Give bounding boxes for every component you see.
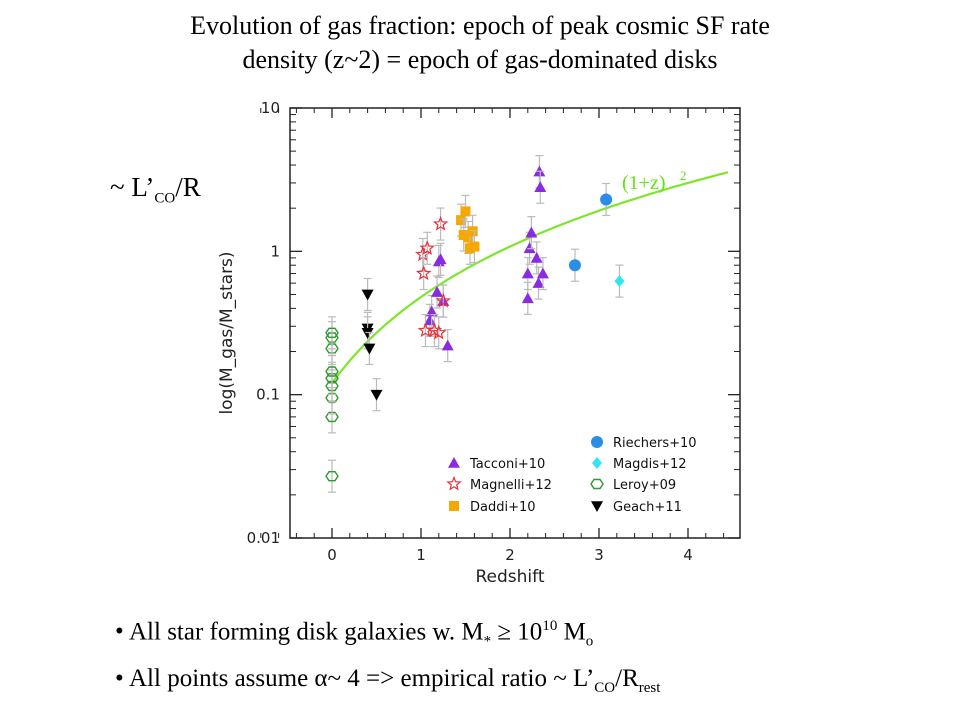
data-point bbox=[534, 181, 547, 193]
data-point bbox=[415, 265, 432, 281]
series-magdis-12 bbox=[614, 264, 625, 298]
data-point bbox=[363, 343, 376, 355]
data-point bbox=[441, 339, 454, 351]
x-tick-label: 0 bbox=[327, 546, 337, 564]
series-leroy-09 bbox=[325, 316, 339, 493]
legend-label: Daddi+10 bbox=[470, 500, 536, 515]
slide-title-line-1: Evolution of gas fraction: epoch of peak… bbox=[190, 11, 770, 40]
data-point bbox=[614, 275, 625, 288]
data-point bbox=[325, 343, 339, 354]
data-point bbox=[467, 226, 478, 237]
series-riechers-10 bbox=[568, 182, 613, 282]
data-point bbox=[425, 305, 438, 317]
legend-marker bbox=[446, 475, 462, 491]
data-point bbox=[434, 253, 447, 265]
legend-label: Leroy+09 bbox=[613, 478, 676, 493]
legend-marker bbox=[448, 457, 460, 468]
data-point bbox=[325, 373, 339, 384]
legend-label: Tacconi+10 bbox=[469, 457, 545, 472]
legend-marker bbox=[591, 436, 603, 448]
data-point bbox=[525, 226, 538, 238]
data-point bbox=[530, 251, 543, 263]
data-point bbox=[532, 277, 545, 288]
bullet-1: • All star forming disk galaxies w. M* ≥ … bbox=[115, 618, 594, 650]
legend-marker bbox=[449, 501, 459, 511]
data-point bbox=[600, 193, 613, 206]
plot-frame bbox=[289, 107, 741, 539]
legend-marker bbox=[591, 501, 603, 512]
legend-label: Riechers+10 bbox=[613, 436, 697, 451]
data-point bbox=[521, 292, 534, 304]
curve-label-exponent: 2 bbox=[680, 168, 687, 183]
side-annotation-suffix: /R bbox=[175, 172, 201, 202]
data-point bbox=[568, 259, 581, 272]
legend-label: Magdis+12 bbox=[613, 457, 687, 472]
x-tick-label: 1 bbox=[416, 546, 426, 564]
y-axis-label: log(M_gas/M_stars) bbox=[217, 251, 237, 414]
slide-title-line-2: density (z~2) = epoch of gas-dominated d… bbox=[242, 45, 718, 74]
data-point bbox=[431, 324, 447, 340]
side-annotation: ~ L’CO/R bbox=[110, 172, 201, 207]
data-point bbox=[325, 471, 339, 482]
side-annotation-prefix: ~ L’ bbox=[110, 172, 155, 202]
data-point bbox=[419, 240, 435, 255]
legend-label: Geach+11 bbox=[613, 500, 682, 515]
data-point bbox=[435, 292, 451, 308]
curve-label: (1+z) bbox=[622, 172, 665, 194]
legend-marker bbox=[592, 457, 602, 469]
data-point bbox=[456, 215, 467, 226]
bullet-dot: • bbox=[115, 618, 124, 646]
data-point bbox=[432, 215, 449, 231]
series-daddi-10 bbox=[456, 194, 480, 265]
legend-label: Magnelli+12 bbox=[470, 478, 552, 493]
data-point bbox=[325, 380, 339, 392]
bullet-2: • All points assume α~ 4 => empirical rat… bbox=[115, 665, 661, 696]
data-point bbox=[536, 267, 549, 279]
data-point bbox=[431, 286, 444, 297]
legend-marker bbox=[590, 478, 604, 490]
y-tick-label: 10 bbox=[261, 99, 280, 117]
data-point bbox=[361, 328, 374, 339]
y-tick-label: 1 bbox=[270, 242, 280, 260]
x-tick-label: 2 bbox=[505, 546, 515, 564]
data-point bbox=[325, 366, 339, 377]
data-point bbox=[325, 332, 339, 343]
data-point bbox=[325, 327, 339, 338]
bullet-dot: • bbox=[115, 665, 124, 692]
data-point bbox=[463, 232, 474, 243]
data-point bbox=[325, 411, 339, 423]
data-point bbox=[469, 241, 480, 252]
data-point bbox=[423, 314, 436, 326]
data-point bbox=[523, 242, 536, 254]
y-tick-label: 0.1 bbox=[256, 386, 280, 404]
side-annotation-sub: CO bbox=[154, 190, 176, 207]
legend: Tacconi+10 Magnelli+12 Daddi+10 Riechers+10… bbox=[446, 436, 697, 515]
y-tick-label: 0.01 bbox=[247, 529, 280, 547]
data-point bbox=[460, 206, 471, 217]
series-magnelli-12 bbox=[415, 207, 451, 350]
x-tick-label: 3 bbox=[594, 546, 604, 564]
series-geach-11 bbox=[361, 277, 383, 412]
data-point bbox=[370, 389, 383, 401]
x-tick-label: 4 bbox=[683, 546, 693, 564]
data-point bbox=[521, 267, 534, 279]
data-point bbox=[361, 289, 374, 301]
x-axis-label: Redshift bbox=[475, 567, 544, 587]
